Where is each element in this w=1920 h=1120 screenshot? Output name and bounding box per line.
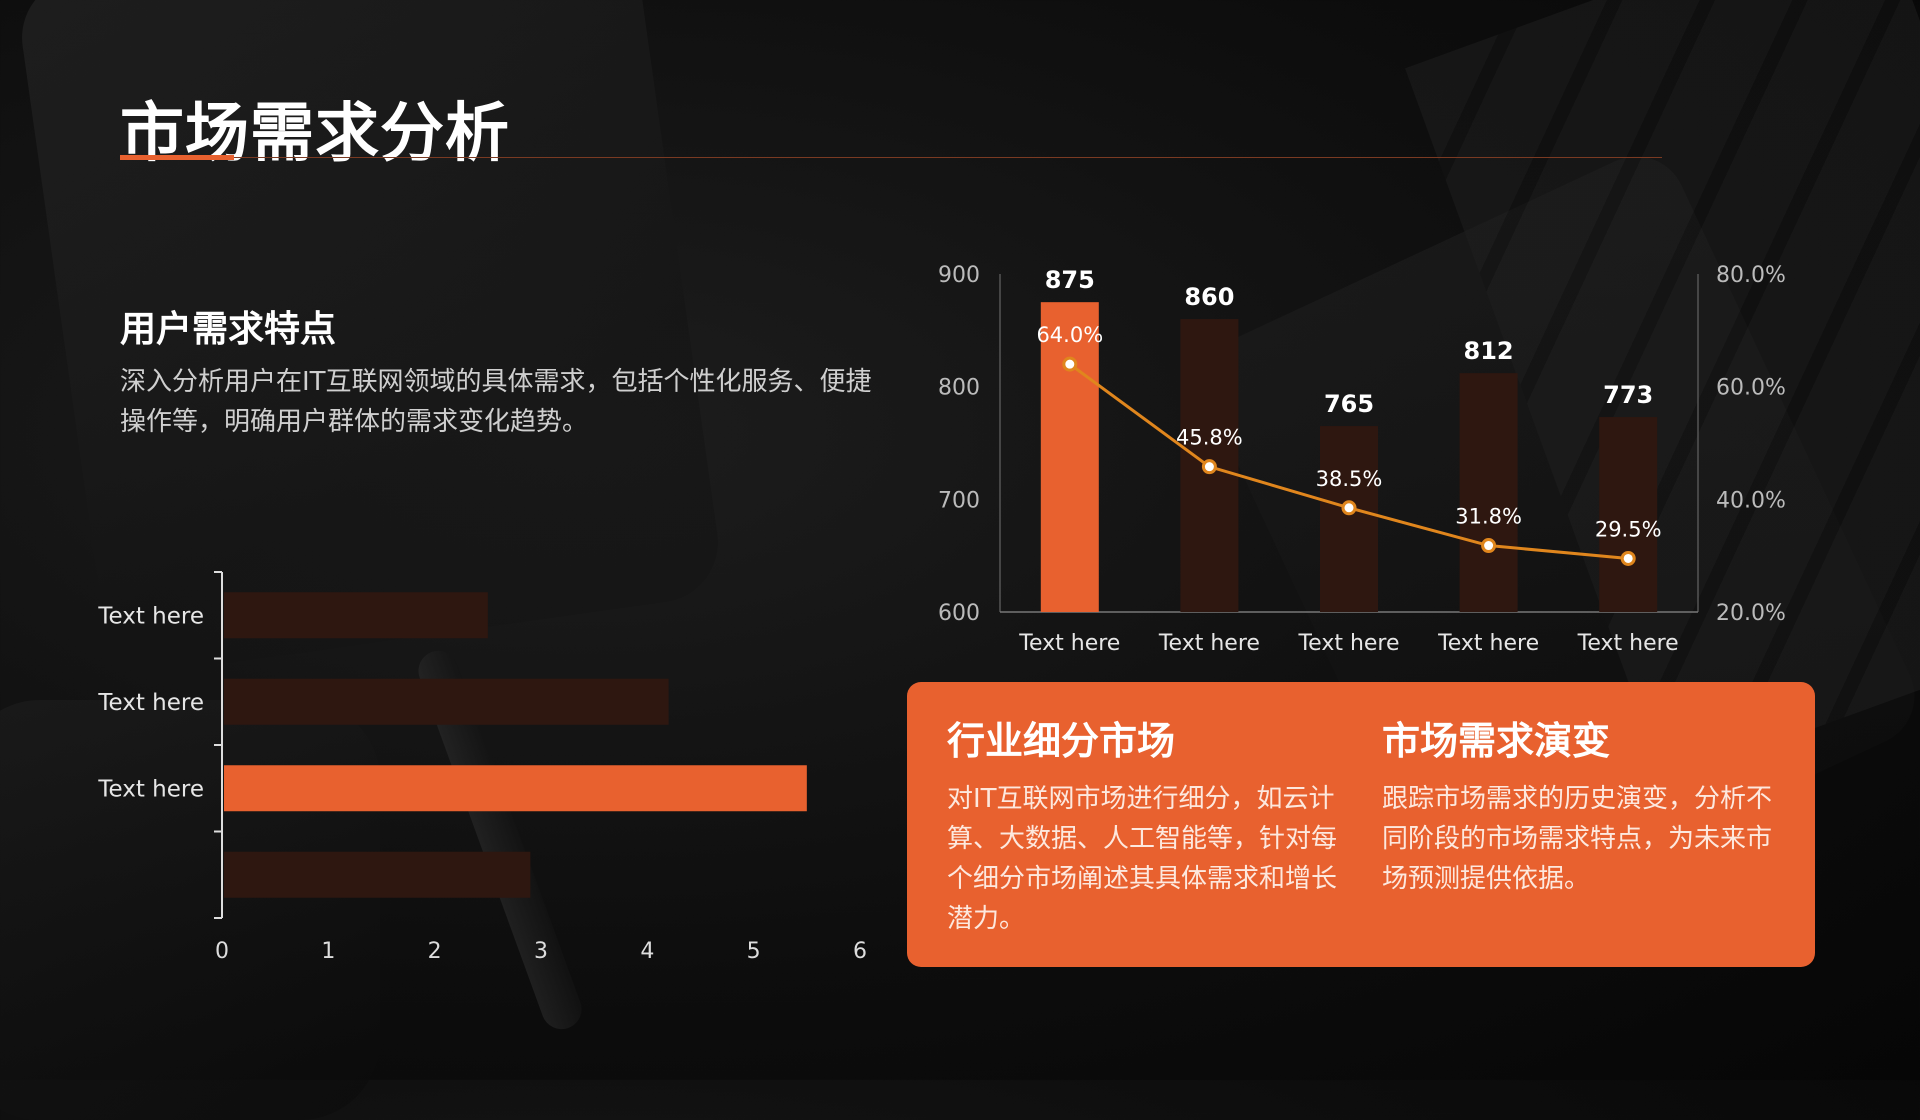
section-text: 深入分析用户在IT互联网领域的具体需求，包括个性化服务、便捷操作等，明确用户群体… <box>120 367 872 437</box>
title-accent-bar <box>120 155 234 160</box>
combo-bar-value-label: 875 <box>1045 266 1095 294</box>
hbar-category-label: Text here <box>97 603 204 629</box>
combo-left-tick-label: 800 <box>938 376 980 401</box>
card-column-segments: 行业细分市场 对IT互联网市场进行细分，如云计算、大数据、人工智能等，针对每个细… <box>947 710 1347 939</box>
combo-right-tick-label: 80.0% <box>1716 263 1786 288</box>
card-text-evolution: 跟踪市场需求的历史演变，分析不同阶段的市场需求特点，为未来市场预测提供依据。 <box>1382 784 1773 894</box>
combo-x-category-label: Text here <box>1158 631 1260 656</box>
title-divider <box>120 157 1662 158</box>
combo-line-value-label: 29.5% <box>1595 517 1662 541</box>
hbar-bar <box>224 678 669 725</box>
combo-line-value-label: 64.0% <box>1036 323 1103 347</box>
card-title-evolution: 市场需求演变 <box>1382 719 1611 763</box>
hbar-category-label: Text here <box>97 690 204 716</box>
combo-line-point <box>1201 459 1217 475</box>
combo-bar-value-label: 765 <box>1324 390 1374 418</box>
combo-bar <box>1040 302 1099 612</box>
hbar-bar <box>224 851 531 898</box>
card-text-segments: 对IT互联网市场进行细分，如云计算、大数据、人工智能等，针对每个细分市场阐述其具… <box>947 784 1338 934</box>
slide-title: 市场需求分析 <box>120 97 510 171</box>
horizontal-bar-chart: Text here Text here Text here 0 1 2 3 4 5 6 <box>97 571 867 964</box>
combo-bar-line-chart: 600 700 800 900 20.0% 40.0% 60.0% 80.0% 875 Text … <box>938 263 1786 656</box>
hbar-x-tick-label: 6 <box>853 939 867 964</box>
combo-bar <box>1599 417 1658 612</box>
hbar-x-tick-label: 4 <box>640 939 654 964</box>
combo-x-category-label: Text here <box>1297 631 1399 656</box>
hbar-bar <box>224 592 488 639</box>
hbar-x-tick-label: 1 <box>321 939 335 964</box>
section-title: 用户需求特点 <box>120 309 337 350</box>
combo-bar-value-label: 812 <box>1464 337 1514 365</box>
combo-line-value-label: 38.5% <box>1316 467 1383 491</box>
hbar-category-label: Text here <box>97 776 204 802</box>
hbar-x-tick-label: 0 <box>215 939 229 964</box>
card-title-segments: 行业细分市场 <box>947 719 1176 763</box>
combo-x-category-label: Text here <box>1577 631 1679 656</box>
combo-line-point <box>1481 538 1497 554</box>
combo-line-point <box>1062 356 1078 372</box>
card-column-evolution: 市场需求演变 跟踪市场需求的历史演变，分析不同阶段的市场需求特点，为未来市场预测… <box>1382 710 1792 899</box>
hbar-x-tick-label: 3 <box>534 939 548 964</box>
hbar-x-tick-label: 2 <box>428 939 442 964</box>
combo-right-tick-label: 20.0% <box>1716 601 1786 626</box>
combo-line-point <box>1341 500 1357 516</box>
combo-line-value-label: 31.8% <box>1455 505 1522 529</box>
combo-bar <box>1459 373 1518 612</box>
hbar-x-tick-label: 5 <box>747 939 761 964</box>
combo-left-tick-label: 700 <box>938 488 980 513</box>
combo-bar <box>1320 426 1378 612</box>
combo-x-category-label: Text here <box>1018 631 1120 656</box>
combo-left-tick-label: 600 <box>938 601 980 626</box>
combo-bar-value-label: 860 <box>1184 283 1234 311</box>
combo-x-category-label: Text here <box>1437 631 1539 656</box>
combo-right-tick-label: 40.0% <box>1716 488 1786 513</box>
combo-left-tick-label: 900 <box>938 263 980 288</box>
combo-bar-value-label: 773 <box>1603 381 1653 409</box>
hbar-bar <box>224 765 807 812</box>
combo-right-tick-label: 60.0% <box>1716 376 1786 401</box>
info-card: 行业细分市场 对IT互联网市场进行细分，如云计算、大数据、人工智能等，针对每个细… <box>907 682 1815 967</box>
combo-line-point <box>1620 550 1636 566</box>
combo-line-value-label: 45.8% <box>1176 426 1243 450</box>
